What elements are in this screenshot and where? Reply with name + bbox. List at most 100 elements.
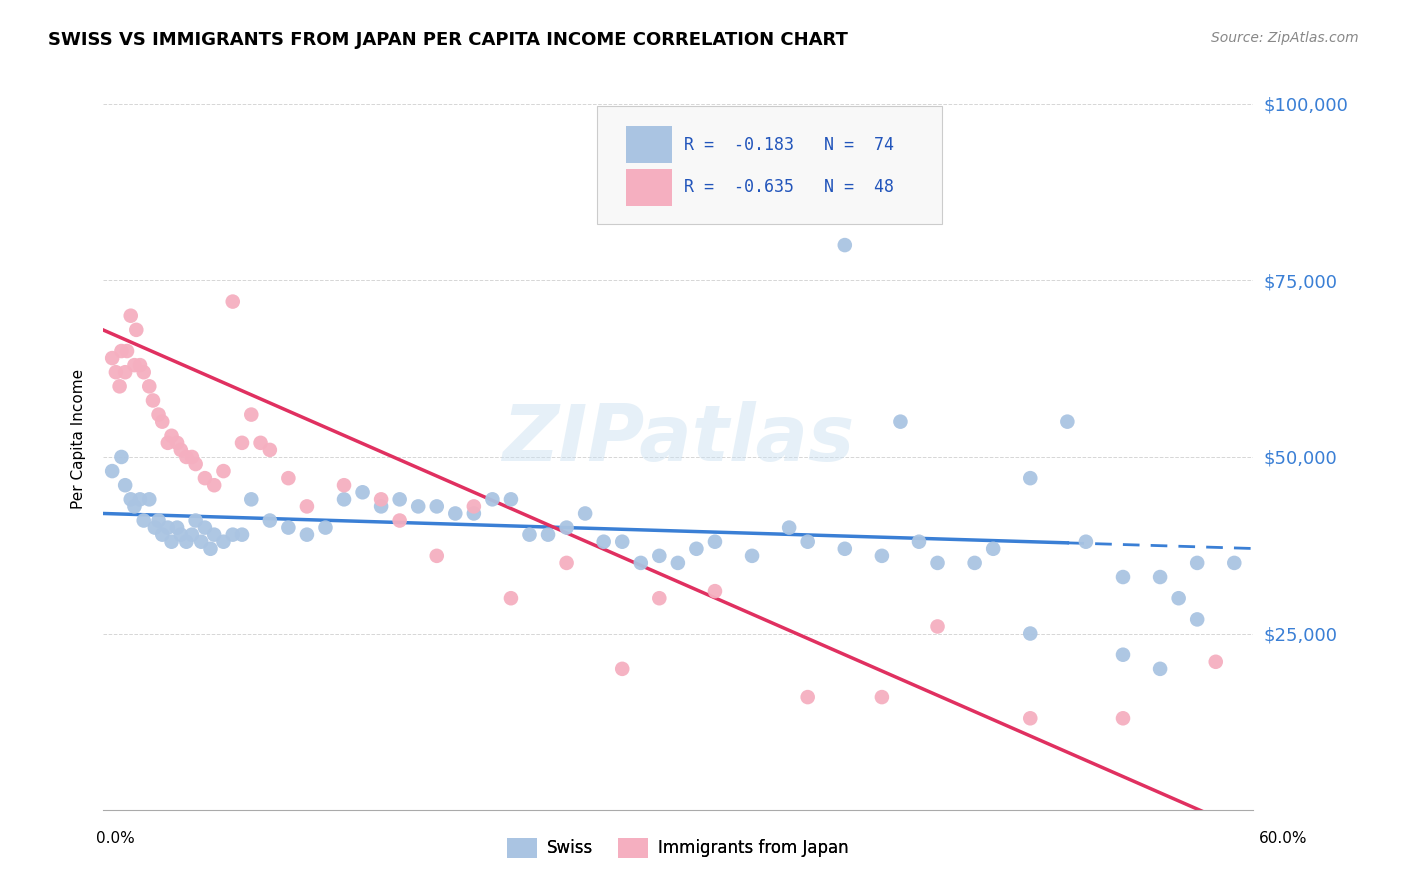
Point [314, 520, 336, 534]
Point [125, 323, 148, 337]
Point [148, 408, 170, 422]
Point [129, 492, 152, 507]
Point [406, 500, 429, 514]
Point [277, 471, 299, 485]
Point [240, 408, 263, 422]
Point [104, 365, 127, 379]
Point [333, 478, 356, 492]
Point [648, 591, 671, 606]
Point [129, 358, 152, 372]
Point [1056, 415, 1078, 429]
Point [870, 690, 893, 704]
Point [1112, 570, 1135, 584]
Point [648, 549, 671, 563]
Point [388, 514, 411, 528]
Point [249, 435, 271, 450]
Point [202, 527, 225, 541]
Text: ZIPatlas: ZIPatlas [502, 401, 853, 477]
Point [156, 520, 179, 534]
Point [222, 527, 245, 541]
Point [170, 527, 193, 541]
Point [834, 238, 856, 252]
Point [1149, 662, 1171, 676]
Point [142, 393, 165, 408]
Point [156, 435, 179, 450]
Point [277, 520, 299, 534]
Point [704, 584, 727, 599]
Point [176, 534, 198, 549]
Legend: Swiss, Immigrants from Japan: Swiss, Immigrants from Japan [501, 831, 855, 865]
Point [963, 556, 986, 570]
Point [870, 549, 893, 563]
Text: 60.0%: 60.0% [1260, 831, 1308, 846]
Point [160, 429, 183, 443]
Point [132, 514, 155, 528]
FancyBboxPatch shape [626, 127, 672, 163]
Point [778, 520, 800, 534]
Point [555, 556, 578, 570]
Point [108, 379, 131, 393]
Point [1019, 626, 1042, 640]
Point [981, 541, 1004, 556]
Point [190, 534, 212, 549]
Point [200, 541, 222, 556]
Point [444, 507, 467, 521]
Point [101, 464, 124, 478]
Point [927, 556, 949, 570]
Point [1185, 612, 1208, 626]
Point [295, 527, 318, 541]
Point [259, 514, 281, 528]
Point [555, 520, 578, 534]
Point [120, 309, 142, 323]
Point [124, 358, 146, 372]
Point [499, 492, 522, 507]
Point [333, 492, 356, 507]
Point [499, 591, 522, 606]
Point [1205, 655, 1227, 669]
Point [796, 534, 818, 549]
Point [1167, 591, 1189, 606]
Point [259, 442, 281, 457]
Point [1019, 471, 1042, 485]
Point [1112, 648, 1135, 662]
Point [132, 365, 155, 379]
Point [240, 492, 263, 507]
Point [352, 485, 374, 500]
Point [181, 527, 204, 541]
Point [150, 527, 173, 541]
Point [202, 478, 225, 492]
Point [796, 690, 818, 704]
Point [110, 450, 132, 464]
Point [481, 492, 503, 507]
Point [1185, 556, 1208, 570]
Point [114, 478, 136, 492]
Point [143, 520, 166, 534]
Point [666, 556, 689, 570]
Point [222, 294, 245, 309]
Point [231, 527, 253, 541]
Point [1074, 534, 1097, 549]
Point [101, 351, 124, 365]
Point [612, 534, 634, 549]
Point [114, 365, 136, 379]
Point [184, 514, 207, 528]
Point [160, 534, 183, 549]
Point [166, 520, 188, 534]
Point [212, 534, 235, 549]
Point [612, 662, 634, 676]
Point [295, 500, 318, 514]
Point [704, 534, 727, 549]
FancyBboxPatch shape [598, 105, 942, 224]
Point [592, 534, 614, 549]
FancyBboxPatch shape [626, 169, 672, 206]
Point [110, 344, 132, 359]
Point [388, 492, 411, 507]
Point [150, 415, 173, 429]
Text: 0.0%: 0.0% [96, 831, 135, 846]
Point [741, 549, 763, 563]
Point [124, 500, 146, 514]
Point [426, 549, 449, 563]
Point [148, 514, 170, 528]
Point [138, 492, 160, 507]
Text: R =  -0.183   N =  74: R = -0.183 N = 74 [683, 136, 894, 154]
